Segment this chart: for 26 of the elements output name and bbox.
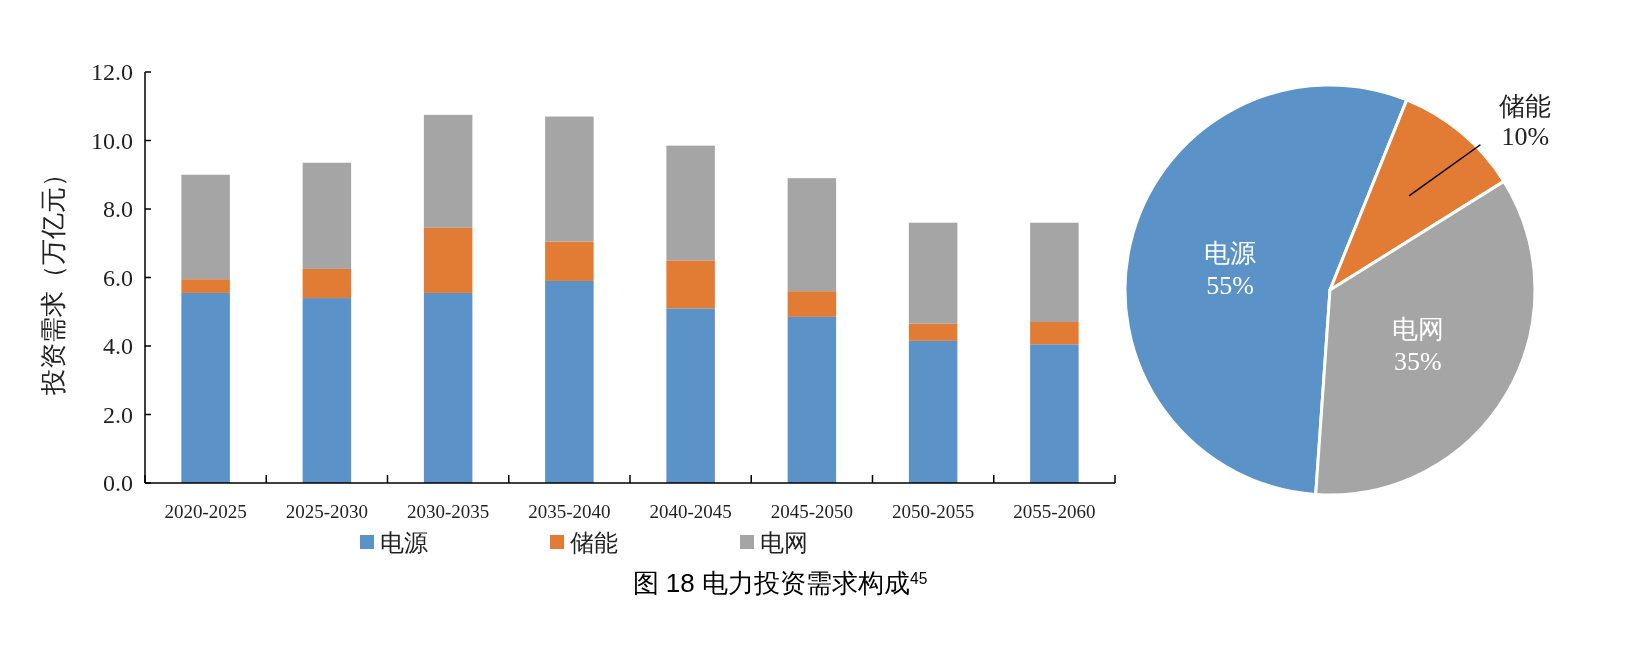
- y-tick-label: 12.0: [91, 59, 133, 85]
- legend-label: 电网: [760, 529, 808, 556]
- x-tick-label: 2025-2030: [285, 501, 369, 522]
- x-tick-label: 2020-2025: [164, 501, 247, 522]
- y-tick-label: 4.0: [103, 333, 133, 359]
- x-tick-label: 2045-2050: [770, 501, 854, 522]
- x-tick-label: 2055-2060: [1013, 501, 1096, 522]
- y-tick-label: 6.0: [103, 264, 133, 291]
- legend-label: 电源: [380, 529, 428, 556]
- y-tick-label: 2.0: [103, 401, 133, 428]
- slice-label: 储能: [1499, 91, 1552, 121]
- x-tick-label: 2035-2040: [528, 501, 611, 522]
- slice-label: 电源: [1204, 238, 1257, 268]
- slice-label: 电网: [1391, 314, 1444, 344]
- y-tick-label: 10.0: [91, 127, 133, 154]
- y-tick-label: 0.0: [103, 470, 133, 496]
- x-tick-label: 2040-2045: [649, 501, 732, 522]
- y-axis-title: 投资需求（万亿元）: [39, 160, 68, 396]
- data-label: 10%: [1501, 121, 1550, 151]
- data-label: 55%: [1206, 270, 1254, 300]
- legend-label: 储能: [570, 529, 618, 556]
- x-tick-label: 2050-2055: [891, 501, 975, 522]
- data-label: 35%: [1394, 346, 1442, 376]
- text: 图 18 电力投资需求构成$^{45}$: [632, 568, 928, 598]
- y-tick-label: 8.0: [103, 196, 133, 222]
- x-tick-label: 2030-2035: [406, 501, 490, 522]
